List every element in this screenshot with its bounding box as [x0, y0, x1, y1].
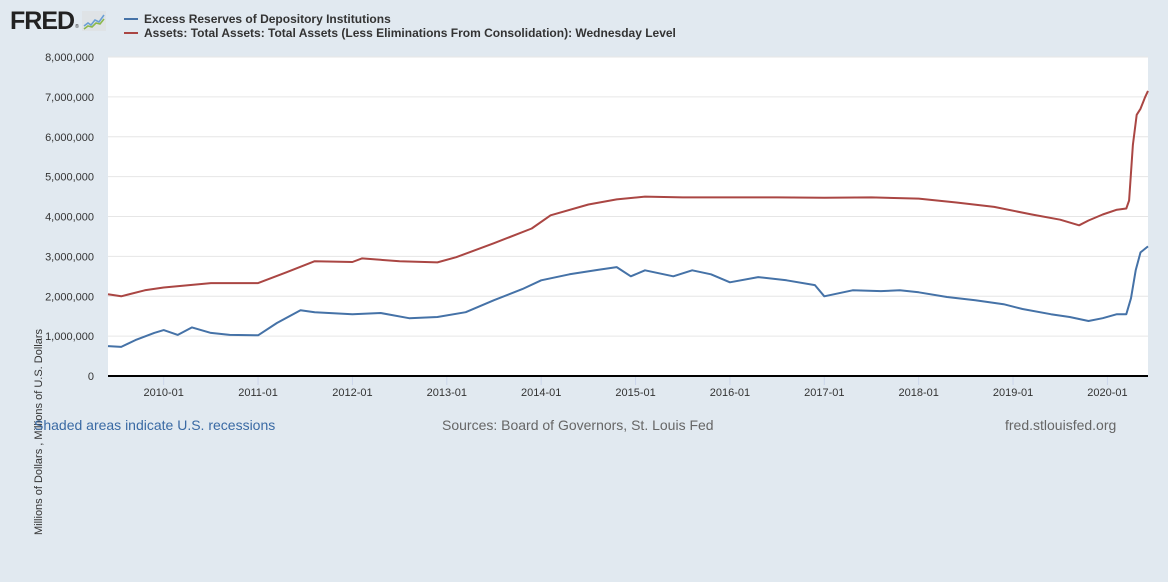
logo-text: FRED	[10, 6, 75, 35]
x-tick-label: 2018-01	[898, 387, 938, 399]
chart-line-icon	[81, 11, 106, 31]
x-tick-label: 2013-01	[427, 387, 467, 399]
y-tick-label: 7,000,000	[45, 92, 94, 104]
sources-text: Sources: Board of Governors, St. Louis F…	[442, 417, 714, 433]
y-tick-label: 6,000,000	[45, 132, 94, 144]
series-line-excess-reserves	[107, 245, 1149, 348]
y-tick-label: 8,000,000	[45, 52, 94, 64]
y-tick-label: 5,000,000	[45, 172, 94, 184]
site-link[interactable]: fred.stlouisfed.org	[1005, 417, 1117, 433]
x-tick-label: 2016-01	[710, 387, 750, 399]
x-tick-label: 2017-01	[804, 387, 844, 399]
x-tick-label: 2015-01	[615, 387, 655, 399]
x-tick-label: 2020-01	[1087, 387, 1127, 399]
y-tick-label: 4,000,000	[45, 212, 94, 224]
legend-label: Assets: Total Assets: Total Assets (Less…	[144, 26, 676, 40]
x-tick-label: 2014-01	[521, 387, 561, 399]
x-tick-label: 2019-01	[993, 387, 1033, 399]
x-tick-label: 2011-01	[238, 387, 278, 399]
y-tick-label: 1,000,000	[45, 331, 94, 343]
recessions-note-link[interactable]: Shaded areas indicate U.S. recessions	[34, 417, 276, 433]
y-tick-label: 0	[88, 371, 94, 383]
legend-item-excess-reserves[interactable]: Excess Reserves of Depository Institutio…	[124, 12, 676, 26]
legend-swatch-blue	[124, 18, 138, 20]
chart-plot: 0 1,000,000 2,000,000 3,000,000 4,000,000 5,0…	[45, 52, 1149, 399]
legend-label: Excess Reserves of Depository Institutio…	[144, 12, 391, 26]
series-line-total-assets	[107, 90, 1149, 298]
x-tick-label: 2012-01	[332, 387, 372, 399]
legend-swatch-red	[124, 32, 138, 34]
legend-item-total-assets[interactable]: Assets: Total Assets: Total Assets (Less…	[124, 26, 676, 40]
chart-header: FRED ® Excess Reserves of Depository Ins…	[0, 0, 1168, 50]
logo-registered-mark: ®	[75, 24, 79, 30]
y-tick-label: 3,000,000	[45, 251, 94, 263]
fred-logo[interactable]: FRED ®	[10, 6, 106, 36]
y-tick-label: 2,000,000	[45, 291, 94, 303]
x-tick-label: 2010-01	[143, 387, 183, 399]
chart-legend: Excess Reserves of Depository Institutio…	[124, 12, 676, 40]
